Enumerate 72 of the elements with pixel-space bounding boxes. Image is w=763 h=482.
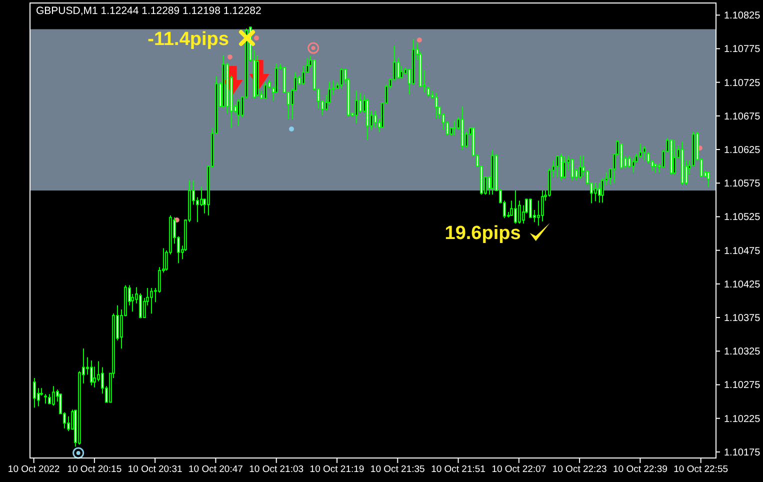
y-tick-label: 1.10525 xyxy=(724,212,761,224)
candlestick xyxy=(52,386,55,406)
candlestick xyxy=(598,182,601,204)
x-tick-label: 10 Oct 22:23 xyxy=(552,464,607,475)
candlestick xyxy=(435,92,438,120)
y-tick-label: 1.10175 xyxy=(724,447,761,458)
chart-title: GBPUSD,M1 1.12244 1.12289 1.12198 1.12282 xyxy=(36,5,262,17)
candlestick xyxy=(374,110,377,129)
candlestick xyxy=(556,155,559,178)
x-tick-label: 10 Oct 20:31 xyxy=(128,464,182,475)
candlestick xyxy=(93,366,96,388)
candlestick xyxy=(620,142,623,169)
candlestick xyxy=(632,158,635,173)
candlestick xyxy=(200,186,203,206)
x-tick-label: 10 Oct 22:07 xyxy=(492,464,546,475)
y-tick-label: 1.10475 xyxy=(724,246,761,257)
candlestick xyxy=(33,378,36,408)
candlestick xyxy=(453,120,456,136)
candlestick xyxy=(560,153,563,181)
candlestick xyxy=(355,90,358,124)
candlestick xyxy=(639,142,642,158)
annotation: -11.4pips xyxy=(148,29,229,50)
candlestick xyxy=(537,200,540,226)
candlestick xyxy=(359,92,362,114)
candlestick xyxy=(427,86,430,97)
candlestick xyxy=(514,190,517,224)
candlestick xyxy=(594,182,597,202)
y-tick-label: 1.10625 xyxy=(724,145,761,156)
y-tick-label: 1.10225 xyxy=(724,414,761,425)
candlestick xyxy=(264,82,267,100)
candlestick xyxy=(340,68,343,89)
candlestick xyxy=(518,200,521,224)
candlestick xyxy=(571,158,574,181)
candlestick xyxy=(90,360,93,386)
x-tick-label: 10 Oct 21:35 xyxy=(370,464,425,475)
x-tick-label: 10 Oct 20:47 xyxy=(188,464,243,475)
y-tick-label: 1.10425 xyxy=(724,279,761,290)
candlestick xyxy=(628,155,631,168)
candlestick xyxy=(541,190,544,222)
y-tick-label: 1.10725 xyxy=(724,78,761,89)
candlestick xyxy=(601,178,604,204)
x-tick-label: 10 Oct 22:55 xyxy=(674,464,728,475)
candlestick xyxy=(647,152,650,164)
candlestick xyxy=(579,155,582,179)
candlestick xyxy=(139,292,142,319)
candlestick xyxy=(643,146,646,161)
x-tick-label: 10 Oct 21:03 xyxy=(249,464,304,475)
y-tick-label: 1.10675 xyxy=(724,111,761,122)
y-tick-label: 1.10825 xyxy=(724,10,761,22)
y-tick-label: 1.10575 xyxy=(724,178,761,190)
x-tick-label: 10 Oct 20:15 xyxy=(67,464,122,475)
candlestick xyxy=(707,171,710,188)
x-tick-label: 10 Oct 22:39 xyxy=(612,464,668,475)
y-tick-label: 1.10325 xyxy=(724,346,761,358)
x-tick-label: 10 Oct 2022 xyxy=(8,464,60,475)
candlestick xyxy=(302,66,305,86)
candlestick xyxy=(673,140,676,175)
candlestick xyxy=(150,287,153,314)
annotation: 19.6pips xyxy=(444,223,521,244)
candlestick xyxy=(397,56,400,79)
y-tick-label: 1.10775 xyxy=(724,44,761,56)
candlestick xyxy=(529,198,532,219)
candlestick xyxy=(158,266,161,294)
candlestick xyxy=(400,66,403,79)
x-tick-label: 10 Oct 21:19 xyxy=(310,464,364,475)
candlestick xyxy=(237,98,240,126)
candlestick xyxy=(44,394,47,404)
candlestick xyxy=(563,156,566,179)
y-tick-label: 1.10275 xyxy=(724,380,761,392)
x-tick-label: 10 Oct 21:51 xyxy=(431,464,486,475)
y-tick-label: 1.10375 xyxy=(724,313,761,324)
candlestick xyxy=(654,163,657,174)
